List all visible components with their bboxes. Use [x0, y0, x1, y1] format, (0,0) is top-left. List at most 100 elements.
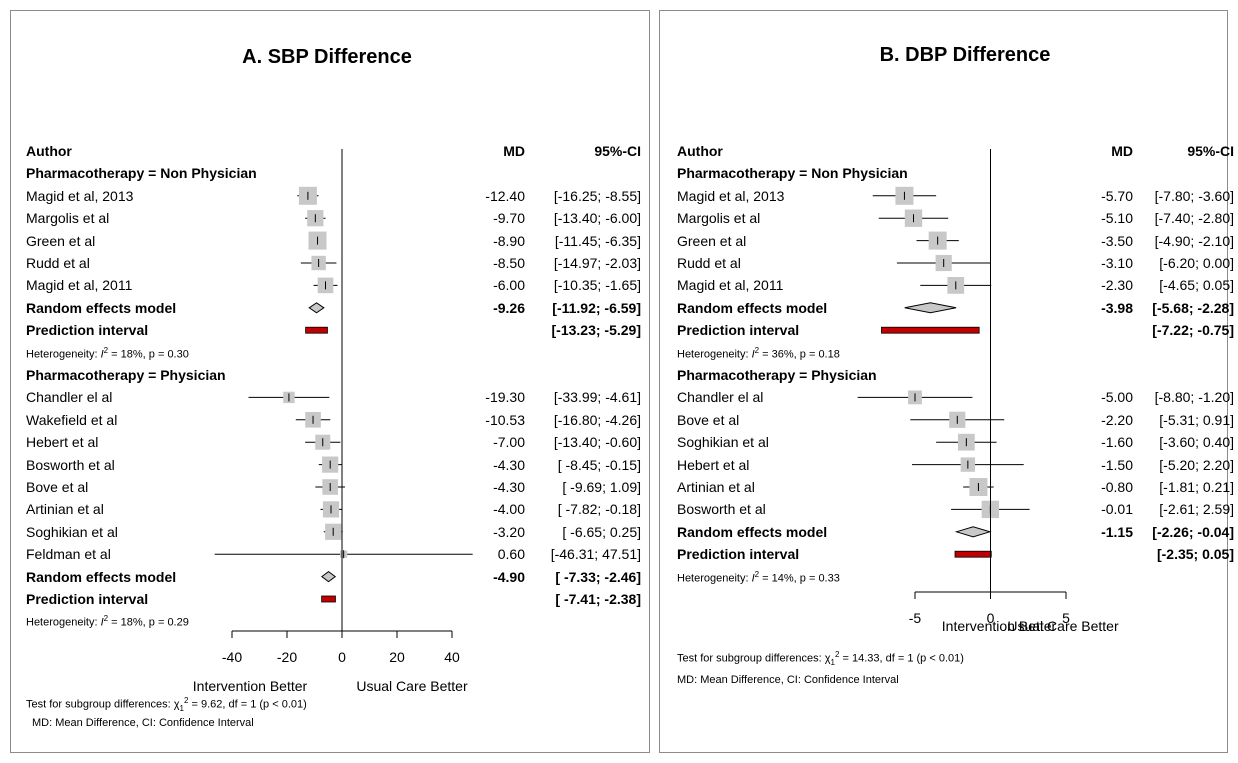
study-name: Chandler el al: [677, 389, 764, 406]
x-tick-label: 40: [444, 649, 460, 665]
study-name: Artinian et al: [26, 501, 104, 518]
subgroup-label: Pharmacotherapy = Non Physician: [26, 165, 257, 182]
random-effects-diamond: [308, 302, 325, 314]
x-label-usual-care-better: Usual Care Better: [1007, 618, 1119, 634]
x-tick-label: -20: [276, 649, 298, 665]
chart-title: B. DBP Difference: [879, 44, 1051, 66]
study-ci-value: [ -8.45; -0.15]: [557, 456, 641, 473]
study-md-value: -5.00: [1101, 389, 1133, 406]
column-header-author: Author: [26, 143, 72, 159]
study-md-value: -19.30: [485, 389, 525, 406]
study-name: Bove et al: [26, 479, 89, 495]
study-name: Rudd et al: [26, 255, 90, 271]
study-ci-value: [ -6.65; 0.25]: [562, 523, 641, 540]
study-name: Magid et al, 2011: [26, 277, 133, 294]
random-effects-ci: [-11.92; -6.59]: [552, 299, 641, 316]
study-md-value: -8.50: [493, 255, 525, 271]
study-ci-value: [-46.31; 47.51]: [550, 546, 641, 563]
subgroup-difference-test: Test for subgroup differences: χ12 = 14.…: [677, 650, 964, 667]
study-md-value: -0.01: [1101, 501, 1133, 518]
prediction-interval-label: Prediction interval: [677, 322, 800, 339]
x-label-usual-care-better: Usual Care Better: [356, 678, 468, 694]
subgroup-label: Pharmacotherapy = Physician: [677, 367, 877, 383]
prediction-interval-ci: [-13.23; -5.29]: [551, 322, 641, 339]
prediction-interval-bar: [321, 595, 336, 603]
study-name: Soghikian et al: [26, 523, 118, 540]
column-header-ci: 95%-CI: [1187, 143, 1234, 159]
study-md-value: -5.10: [1101, 210, 1133, 227]
study-ci-value: [-13.40; -0.60]: [553, 434, 641, 451]
random-effects-label: Random effects model: [26, 568, 177, 585]
study-ci-value: [-7.40; -2.80]: [1154, 210, 1234, 227]
study-name: Bove et al: [677, 411, 740, 428]
study-ci-value: [-11.45; -6.35]: [554, 232, 641, 249]
random-effects-md: -4.90: [493, 568, 525, 585]
study-md-value: -6.00: [493, 277, 525, 294]
md-ci-footnote: MD: Mean Difference, CI: Confidence Inte…: [677, 674, 899, 686]
study-name: Magid et al, 2013: [677, 187, 785, 204]
study-ci-value: [-5.20; 2.20]: [1159, 456, 1234, 473]
forest-plot-sbp: A. SBP Difference Author MD 95%-CI Pharmacot…: [10, 10, 650, 753]
prediction-interval-bar: [305, 326, 328, 334]
study-md-value: -3.10: [1101, 255, 1133, 271]
prediction-interval-ci: [ -7.41; -2.38]: [555, 591, 641, 607]
study-md-value: 0.60: [497, 546, 525, 563]
study-name: Chandler el al: [26, 389, 113, 406]
x-tick-label: 20: [389, 649, 405, 665]
study-md-value: -1.50: [1101, 456, 1133, 473]
study-md-value: -0.80: [1101, 479, 1133, 495]
forest-plot-canvas: [857, 149, 1067, 599]
heterogeneity-text: Heterogeneity: I2 = 36%, p = 0.18: [677, 345, 840, 361]
prediction-interval-label: Prediction interval: [677, 546, 800, 563]
forest-plot-canvas: [214, 149, 473, 638]
study-ci-value: [-14.97; -2.03]: [553, 255, 641, 271]
random-effects-ci: [-5.68; -2.28]: [1152, 299, 1234, 316]
prediction-interval-ci: [-7.22; -0.75]: [1152, 322, 1234, 339]
study-name: Green et al: [677, 232, 747, 249]
heterogeneity-text: Heterogeneity: I2 = 18%, p = 0.30: [26, 345, 189, 361]
random-effects-md: -1.15: [1101, 523, 1133, 540]
x-label-intervention-better: Intervention Better: [192, 678, 308, 694]
study-md-value: -4.30: [493, 479, 525, 495]
study-md-value: -9.70: [493, 210, 525, 227]
study-name: Magid et al, 2011: [677, 277, 784, 294]
random-effects-diamond: [954, 526, 992, 538]
random-effects-ci: [-2.26; -0.04]: [1152, 523, 1234, 540]
study-name: Magid et al, 2013: [26, 187, 134, 204]
x-tick-label: 0: [986, 610, 995, 626]
study-md-value: -2.20: [1101, 411, 1133, 428]
study-name: Hebert et al: [677, 456, 750, 473]
x-tick-label: -40: [221, 649, 243, 665]
study-ci-value: [-16.80; -4.26]: [553, 411, 641, 428]
study-md-value: -12.40: [485, 187, 525, 204]
column-header-author: Author: [677, 143, 723, 159]
study-md-value: -3.50: [1101, 232, 1133, 249]
study-name: Artinian et al: [677, 479, 755, 495]
panel-border: [10, 10, 650, 753]
study-name: Margolis et al: [26, 210, 110, 227]
study-ci-value: [-16.25; -8.55]: [553, 187, 641, 204]
study-md-value: -2.30: [1101, 277, 1133, 294]
x-tick-label: -5: [908, 610, 922, 626]
prediction-interval-bar: [881, 326, 980, 334]
x-tick-label: 0: [338, 649, 346, 665]
x-label-intervention-better: Intervention Better: [941, 618, 1057, 634]
study-ci-value: [-5.31; 0.91]: [1159, 411, 1234, 428]
study-md-value: -4.00: [493, 501, 525, 518]
study-name: Soghikian et al: [677, 434, 769, 451]
study-md-value: -8.90: [493, 232, 525, 249]
study-ci-value: [-4.90; -2.10]: [1154, 232, 1234, 249]
study-ci-value: [-6.20; 0.00]: [1159, 255, 1234, 271]
prediction-interval-label: Prediction interval: [26, 322, 149, 339]
study-ci-value: [-13.40; -6.00]: [553, 210, 641, 227]
study-name: Bosworth et al: [26, 456, 115, 473]
panel-border: [659, 10, 1228, 753]
forest-plot-dbp: B. DBP Difference Author MD 95%-CI Pharmacot…: [659, 0, 1238, 763]
random-effects-diamond: [321, 570, 337, 583]
subgroup-label: Pharmacotherapy = Physician: [26, 367, 226, 383]
random-effects-label: Random effects model: [677, 299, 828, 316]
prediction-interval-bar: [954, 550, 992, 558]
study-name: Rudd et al: [677, 255, 741, 271]
study-ci-value: [-3.60; 0.40]: [1159, 434, 1234, 451]
random-effects-ci: [ -7.33; -2.46]: [555, 568, 641, 585]
